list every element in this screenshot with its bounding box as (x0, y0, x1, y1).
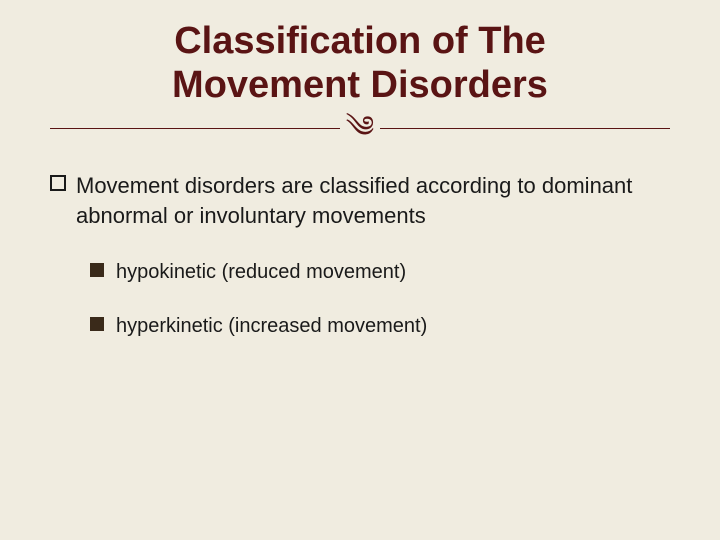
divider-line-right (380, 128, 670, 129)
title-line-1: Classification of The (174, 20, 546, 62)
hollow-square-icon (50, 175, 66, 191)
bullet-text: Movement disorders are classified accord… (76, 171, 680, 230)
list-item: hyperkinetic (increased movement) (90, 313, 680, 339)
flourish-icon: ༄ (346, 113, 375, 143)
filled-square-icon (90, 263, 104, 277)
slide-title: Classification of The Movement Disorders (40, 20, 680, 107)
bullet-text: hyperkinetic (increased movement) (116, 313, 427, 339)
slide-body: Movement disorders are classified accord… (40, 171, 680, 338)
filled-square-icon (90, 317, 104, 331)
title-divider: ༄ (50, 113, 670, 143)
slide: Classification of The Movement Disorders… (0, 0, 720, 540)
list-item: Movement disorders are classified accord… (50, 171, 680, 230)
title-line-2: Movement Disorders (172, 64, 548, 106)
divider-line-left (50, 128, 340, 129)
bullet-text: hypokinetic (reduced movement) (116, 259, 406, 285)
list-item: hypokinetic (reduced movement) (90, 259, 680, 285)
